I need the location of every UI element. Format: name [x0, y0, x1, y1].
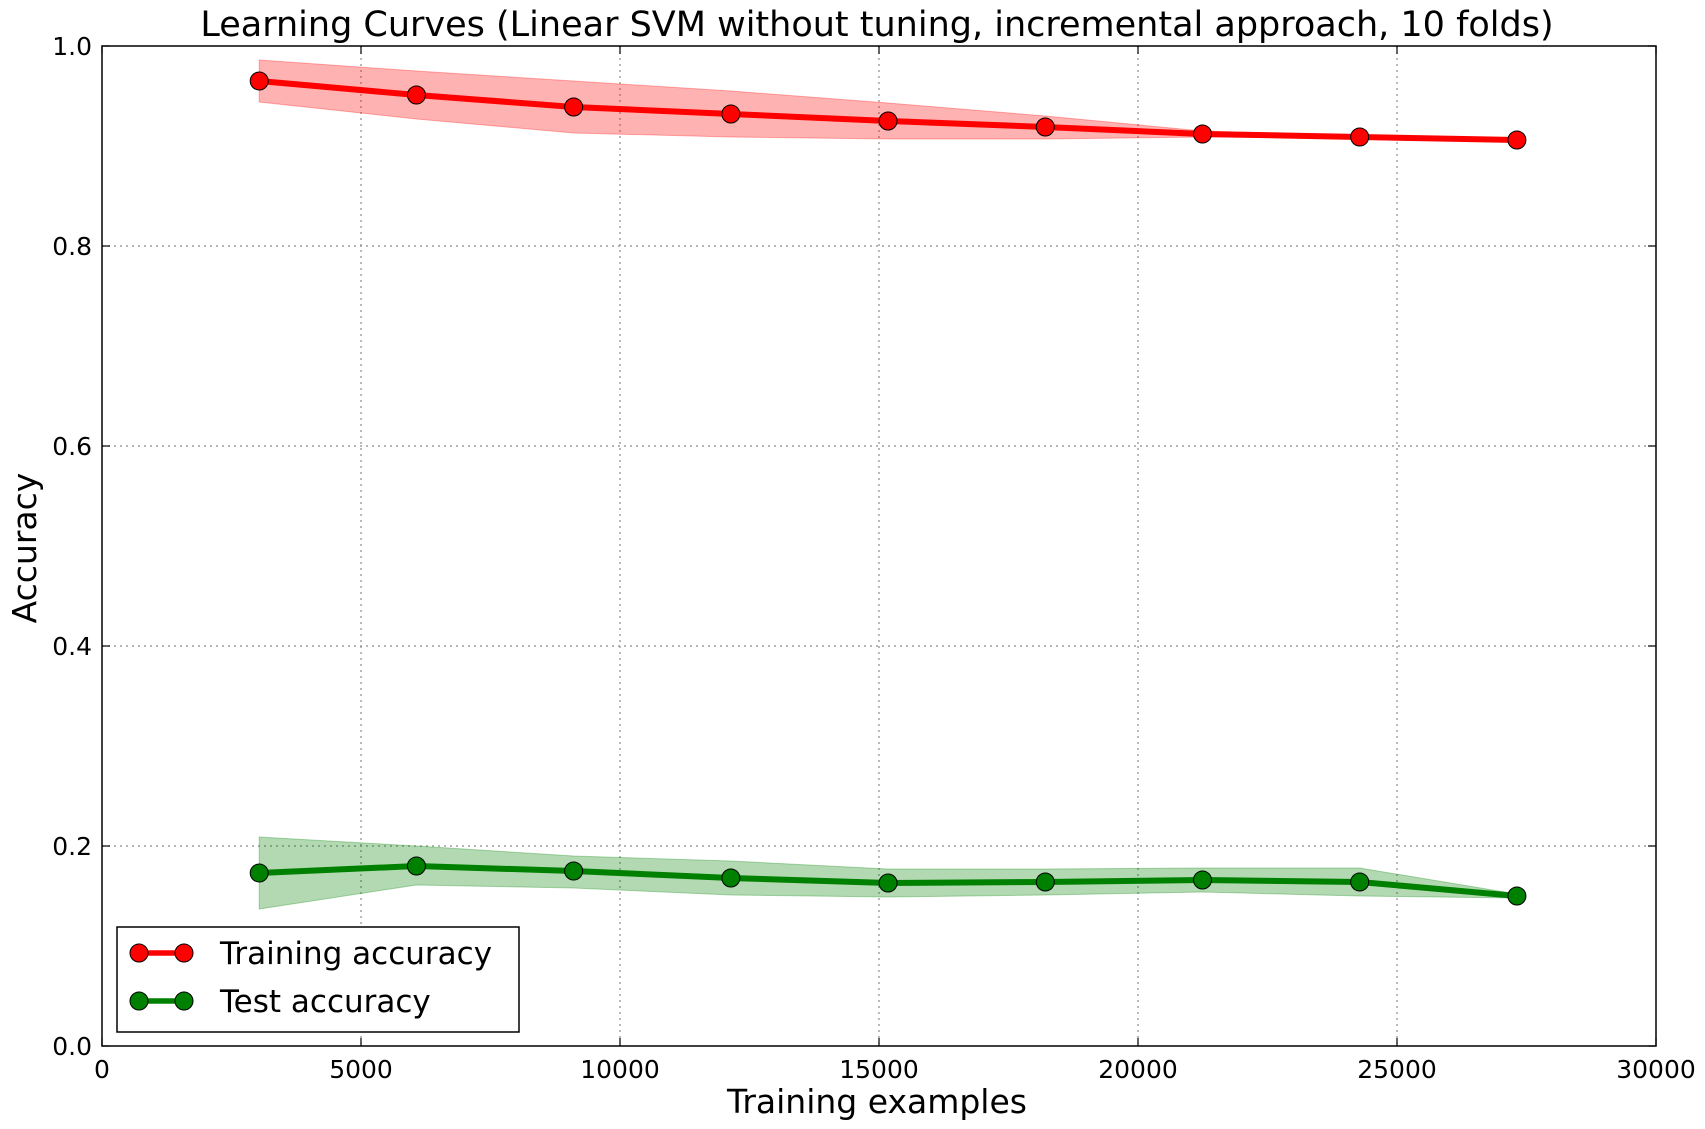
- training-accuracy-point: [564, 97, 584, 117]
- y-axis-title: Accuracy: [5, 473, 44, 624]
- legend-marker-test-end: [174, 991, 194, 1011]
- x-tick-label: 15000: [839, 1055, 919, 1084]
- x-axis-title: Training examples: [726, 1082, 1027, 1121]
- legend-label-training: Training accuracy: [219, 936, 492, 972]
- y-tick-label: 0.4: [52, 632, 92, 661]
- test-accuracy-point: [249, 863, 269, 883]
- test-accuracy-point: [878, 873, 898, 893]
- training-accuracy-point: [249, 71, 269, 91]
- test-accuracy-point: [1350, 872, 1370, 892]
- test-accuracy-point: [406, 856, 426, 876]
- x-tick-label: 0: [94, 1055, 110, 1084]
- training-accuracy-point: [878, 111, 898, 131]
- y-tick-label: 1.0: [52, 32, 92, 61]
- y-tick-label: 0.0: [52, 1032, 92, 1061]
- training-accuracy-point: [721, 104, 741, 124]
- y-tick-label: 0.6: [52, 432, 92, 461]
- training-accuracy-point: [1192, 124, 1212, 144]
- legend-marker-test: [129, 991, 149, 1011]
- legend-label-test: Test accuracy: [219, 984, 431, 1020]
- x-tick-label: 25000: [1357, 1055, 1437, 1084]
- y-tick-label: 0.8: [52, 232, 92, 261]
- legend: Training accuracy Test accuracy: [116, 926, 520, 1033]
- legend-marker-training: [129, 943, 149, 963]
- chart-title: Learning Curves (Linear SVM without tuni…: [200, 5, 1553, 45]
- x-tick-label: 10000: [580, 1055, 660, 1084]
- test-accuracy-point: [564, 861, 584, 881]
- test-accuracy-point: [1507, 886, 1527, 906]
- training-accuracy-point: [1350, 127, 1370, 147]
- x-tick-label: 20000: [1098, 1055, 1178, 1084]
- series-markers: [249, 71, 1527, 906]
- test-accuracy-point: [1192, 870, 1212, 890]
- test-accuracy-point: [721, 868, 741, 888]
- training-accuracy-point: [1507, 130, 1527, 150]
- legend-marker-training-end: [174, 943, 194, 963]
- training-accuracy-point: [406, 85, 426, 105]
- axis-ticks: [101, 45, 1657, 1047]
- x-tick-label: 30000: [1616, 1055, 1696, 1084]
- training-accuracy-point: [1035, 117, 1055, 137]
- grid: [102, 46, 1656, 1046]
- test-accuracy-point: [1035, 872, 1055, 892]
- x-tick-labels: 0 5000 10000 15000 20000 25000 30000: [94, 1055, 1696, 1084]
- x-tick-label: 5000: [329, 1055, 393, 1084]
- y-tick-labels: 0.0 0.2 0.4 0.6 0.8 1.0: [52, 32, 92, 1061]
- y-tick-label: 0.2: [52, 832, 92, 861]
